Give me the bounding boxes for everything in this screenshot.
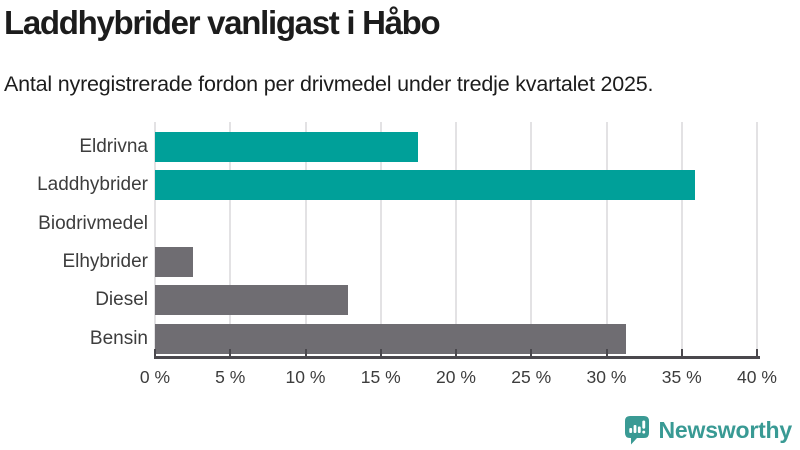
gridline <box>455 122 457 356</box>
gridline <box>756 122 758 356</box>
x-axis-tick-label: 10 % <box>285 367 326 387</box>
gridline <box>304 122 307 356</box>
plot-area <box>154 122 759 356</box>
newsworthy-bubble-chart-icon <box>624 416 649 445</box>
category-label: Elhybrider <box>62 250 148 272</box>
x-axis-tick <box>605 349 608 356</box>
category-label: Laddhybrider <box>37 174 148 196</box>
x-axis-tick-label: 20 % <box>436 367 476 387</box>
bar-laddhybrider <box>155 170 696 201</box>
x-axis-tick <box>304 349 307 356</box>
x-axis-tick <box>530 349 533 356</box>
x-axis-tick-label: 0 % <box>139 367 171 387</box>
bar-bensin <box>155 323 627 354</box>
bar-diesel <box>155 285 348 316</box>
bar-elhybrider <box>155 246 193 277</box>
category-label: Bensin <box>89 327 148 349</box>
x-axis-tick <box>154 349 156 356</box>
bar-eldrivna <box>155 132 419 162</box>
gridline <box>530 122 533 356</box>
x-axis-tick-label: 25 % <box>511 367 552 387</box>
gridline <box>680 122 683 356</box>
x-axis-tick <box>756 349 758 356</box>
x-axis-tick <box>455 349 457 356</box>
chart-subtitle: Antal nyregistrerade fordon per drivmede… <box>4 72 654 96</box>
category-label: Biodrivmedel <box>38 212 148 234</box>
newsworthy-wordmark: Newsworthy <box>658 416 793 443</box>
x-axis-tick <box>229 349 232 356</box>
gridline <box>229 122 232 356</box>
newsworthy-logo: Newsworthy <box>623 415 792 445</box>
gridline <box>154 122 156 356</box>
category-label: Eldrivna <box>79 136 148 157</box>
x-axis-tick <box>680 349 683 356</box>
gridline <box>379 122 382 356</box>
x-axis-tick-label: 30 % <box>586 367 627 387</box>
x-axis-tick <box>379 349 382 356</box>
x-axis-tick-label: 15 % <box>360 367 401 387</box>
x-axis-tick-label: 35 % <box>661 367 702 387</box>
gridline <box>605 122 608 356</box>
x-axis-line <box>154 356 760 359</box>
x-axis-tick-label: 40 % <box>737 367 777 387</box>
chart-title: Laddhybrider vanligast i Håbo <box>4 4 441 41</box>
x-axis-tick-label: 5 % <box>215 367 246 387</box>
category-label: Diesel <box>95 289 148 311</box>
